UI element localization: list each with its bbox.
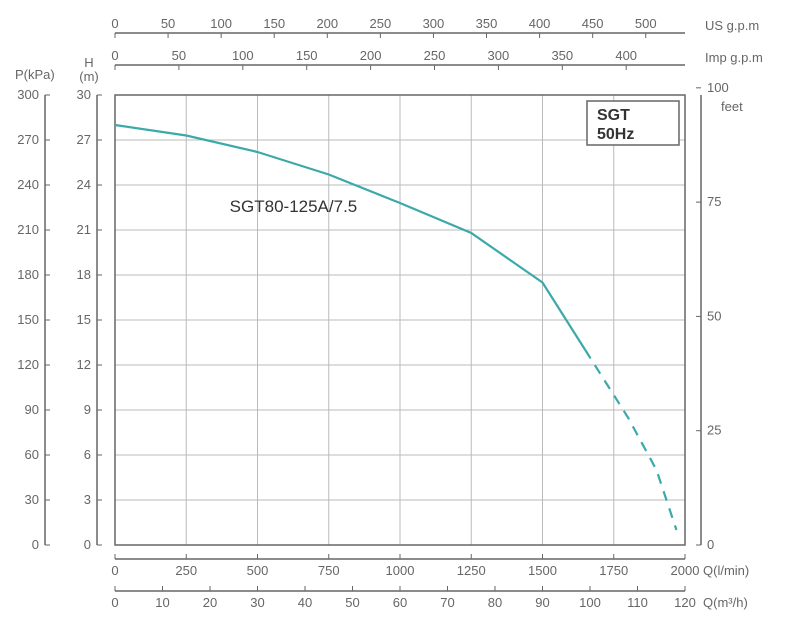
svg-text:18: 18 bbox=[77, 267, 91, 282]
svg-text:300: 300 bbox=[423, 16, 445, 31]
svg-text:0: 0 bbox=[707, 537, 714, 552]
svg-text:120: 120 bbox=[17, 357, 39, 372]
svg-text:Imp g.p.m: Imp g.p.m bbox=[705, 50, 763, 65]
svg-text:6: 6 bbox=[84, 447, 91, 462]
svg-text:0: 0 bbox=[84, 537, 91, 552]
svg-text:70: 70 bbox=[440, 595, 454, 610]
svg-text:30: 30 bbox=[250, 595, 264, 610]
svg-text:350: 350 bbox=[476, 16, 498, 31]
pump-curve-chart: 0306090120150180210240270300P(kPa)036912… bbox=[10, 10, 790, 630]
svg-text:10: 10 bbox=[155, 595, 169, 610]
svg-text:20: 20 bbox=[203, 595, 217, 610]
svg-text:3: 3 bbox=[84, 492, 91, 507]
svg-text:90: 90 bbox=[535, 595, 549, 610]
svg-text:12: 12 bbox=[77, 357, 91, 372]
svg-text:30: 30 bbox=[77, 87, 91, 102]
svg-text:400: 400 bbox=[615, 48, 637, 63]
svg-text:200: 200 bbox=[316, 16, 338, 31]
svg-text:250: 250 bbox=[370, 16, 392, 31]
svg-text:24: 24 bbox=[77, 177, 91, 192]
svg-text:100: 100 bbox=[707, 80, 729, 95]
svg-text:240: 240 bbox=[17, 177, 39, 192]
title-line1: SGT bbox=[597, 107, 630, 124]
svg-text:H: H bbox=[84, 55, 93, 70]
svg-text:Q(m³/h): Q(m³/h) bbox=[703, 595, 748, 610]
svg-text:50: 50 bbox=[707, 308, 721, 323]
svg-text:200: 200 bbox=[360, 48, 382, 63]
svg-text:60: 60 bbox=[25, 447, 39, 462]
svg-text:50: 50 bbox=[161, 16, 175, 31]
svg-text:300: 300 bbox=[17, 87, 39, 102]
svg-text:90: 90 bbox=[25, 402, 39, 417]
svg-text:75: 75 bbox=[707, 194, 721, 209]
svg-text:50: 50 bbox=[345, 595, 359, 610]
svg-text:500: 500 bbox=[247, 563, 269, 578]
svg-text:1750: 1750 bbox=[599, 563, 628, 578]
svg-text:100: 100 bbox=[210, 16, 232, 31]
pump-curve-dashed bbox=[585, 350, 676, 530]
svg-text:250: 250 bbox=[175, 563, 197, 578]
svg-text:80: 80 bbox=[488, 595, 502, 610]
svg-text:400: 400 bbox=[529, 16, 551, 31]
svg-text:100: 100 bbox=[579, 595, 601, 610]
svg-text:150: 150 bbox=[17, 312, 39, 327]
svg-text:100: 100 bbox=[232, 48, 254, 63]
svg-text:Q(l/min): Q(l/min) bbox=[703, 563, 749, 578]
svg-text:0: 0 bbox=[111, 595, 118, 610]
svg-text:300: 300 bbox=[488, 48, 510, 63]
svg-text:25: 25 bbox=[707, 423, 721, 438]
svg-text:US g.p.m: US g.p.m bbox=[705, 18, 759, 33]
svg-text:250: 250 bbox=[424, 48, 446, 63]
svg-text:500: 500 bbox=[635, 16, 657, 31]
svg-text:0: 0 bbox=[111, 48, 118, 63]
svg-text:2000: 2000 bbox=[671, 563, 700, 578]
svg-text:40: 40 bbox=[298, 595, 312, 610]
svg-text:21: 21 bbox=[77, 222, 91, 237]
svg-text:9: 9 bbox=[84, 402, 91, 417]
svg-text:110: 110 bbox=[627, 595, 648, 610]
chart-svg: 0306090120150180210240270300P(kPa)036912… bbox=[10, 10, 790, 630]
svg-text:(m): (m) bbox=[79, 69, 99, 84]
svg-text:150: 150 bbox=[296, 48, 318, 63]
svg-text:750: 750 bbox=[318, 563, 340, 578]
curve-label: SGT80-125A/7.5 bbox=[230, 197, 358, 216]
svg-text:27: 27 bbox=[77, 132, 91, 147]
svg-text:1500: 1500 bbox=[528, 563, 557, 578]
pump-curve-solid bbox=[115, 125, 585, 350]
svg-text:450: 450 bbox=[582, 16, 604, 31]
svg-text:30: 30 bbox=[25, 492, 39, 507]
svg-text:0: 0 bbox=[32, 537, 39, 552]
svg-text:0: 0 bbox=[111, 16, 118, 31]
svg-text:150: 150 bbox=[263, 16, 285, 31]
svg-text:210: 210 bbox=[17, 222, 39, 237]
svg-text:60: 60 bbox=[393, 595, 407, 610]
svg-text:120: 120 bbox=[674, 595, 696, 610]
svg-text:50: 50 bbox=[172, 48, 186, 63]
svg-text:350: 350 bbox=[551, 48, 573, 63]
svg-text:1000: 1000 bbox=[386, 563, 415, 578]
svg-text:15: 15 bbox=[77, 312, 91, 327]
svg-text:P(kPa): P(kPa) bbox=[15, 67, 55, 82]
title-line2: 50Hz bbox=[597, 126, 634, 143]
svg-text:0: 0 bbox=[111, 563, 118, 578]
svg-text:270: 270 bbox=[17, 132, 39, 147]
svg-text:1250: 1250 bbox=[457, 563, 486, 578]
svg-text:feet: feet bbox=[721, 99, 743, 114]
svg-text:180: 180 bbox=[17, 267, 39, 282]
